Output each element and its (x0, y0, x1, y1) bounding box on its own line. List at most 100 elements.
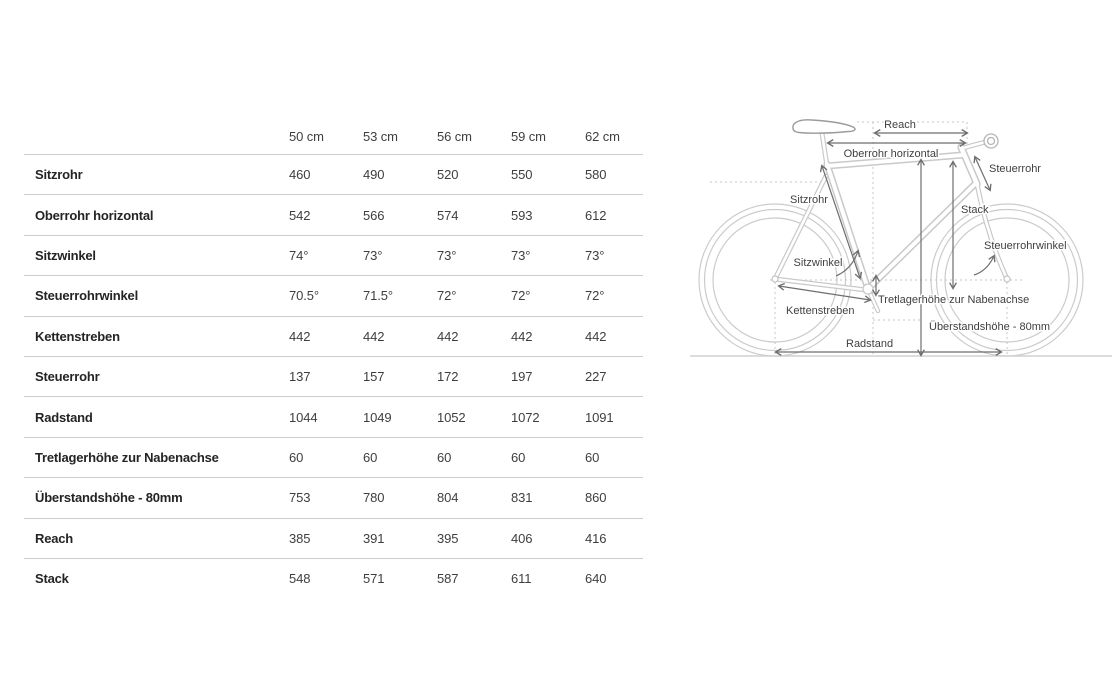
col-header: 53 cm (363, 129, 398, 144)
geometry-table: 50 cm 53 cm 56 cm 59 cm 62 cm Sitzrohr 4… (24, 119, 643, 598)
col-header: 59 cm (511, 129, 546, 144)
cell-value: 442 (585, 328, 607, 344)
cell-value: 442 (363, 328, 385, 344)
table-row: Kettenstreben 442 442 442 442 442 (24, 315, 643, 356)
steuerrohrwinkel-label: Steuerrohrwinkel (984, 240, 1067, 252)
cell-value: 157 (363, 369, 385, 385)
cell-value: 574 (437, 207, 459, 223)
table-row: Reach 385 391 395 406 416 (24, 517, 643, 558)
table-row: Überstandshöhe - 80mm 753 780 804 831 86… (24, 477, 643, 517)
row-label: Kettenstreben (35, 328, 120, 344)
cell-value: 860 (585, 490, 607, 506)
cell-value: 172 (437, 369, 459, 385)
table-row: Oberrohr horizontal 542 566 574 593 612 (24, 194, 643, 234)
cell-value: 60 (363, 449, 378, 465)
cell-value: 753 (289, 490, 311, 506)
oberrohr-label: Oberrohr horizontal (844, 148, 939, 160)
table-row: Sitzwinkel 74° 73° 73° 73° 73° (24, 234, 643, 275)
cell-value: 72° (511, 288, 531, 304)
steuerrohr-label: Steuerrohr (989, 163, 1041, 175)
cell-value: 60 (585, 449, 600, 465)
row-label: Sitzwinkel (35, 247, 96, 263)
cell-value: 571 (363, 571, 385, 587)
cell-value: 73° (585, 247, 605, 263)
cell-value: 1044 (289, 409, 318, 425)
cell-value: 587 (437, 571, 459, 587)
row-label: Steuerrohr (35, 369, 100, 385)
table-row: Sitzrohr 460 490 520 550 580 (24, 154, 643, 194)
col-header: 50 cm (289, 129, 324, 144)
cell-value: 416 (585, 530, 607, 546)
sitzrohr-label: Sitzrohr (790, 194, 828, 206)
row-label: Tretlagerhöhe zur Nabenachse (35, 449, 219, 465)
cell-value: 227 (585, 369, 607, 385)
saddle (792, 119, 856, 134)
cell-value: 611 (511, 571, 532, 587)
cell-value: 406 (511, 530, 533, 546)
cell-value: 197 (511, 369, 533, 385)
front-hub (1003, 275, 1011, 283)
cell-value: 442 (511, 328, 533, 344)
row-label: Überstandshöhe - 80mm (35, 490, 183, 506)
row-label: Stack (35, 571, 69, 587)
table-row: Stack 548 571 587 611 640 (24, 557, 643, 598)
cell-value: 395 (437, 530, 459, 546)
cell-value: 73° (363, 247, 383, 263)
cell-value: 490 (363, 167, 385, 183)
cell-value: 1049 (363, 409, 392, 425)
rear-hub (771, 275, 779, 283)
cell-value: 640 (585, 571, 607, 587)
handlebar (983, 133, 999, 149)
row-label: Steuerrohrwinkel (35, 288, 138, 304)
cell-value: 1072 (511, 409, 540, 425)
kettenstreben-label: Kettenstreben (786, 305, 855, 317)
cell-value: 804 (437, 490, 459, 506)
cell-value: 542 (289, 207, 311, 223)
measurement-arrows (774, 129, 1003, 357)
cell-value: 391 (363, 530, 385, 546)
table-row: Tretlagerhöhe zur Nabenachse 60 60 60 60… (24, 436, 643, 477)
col-header: 56 cm (437, 129, 472, 144)
bike-geometry-diagram: Reach Oberrohr horizontal Steuerrohr Sit… (680, 100, 1119, 380)
steuerrohr-arrow (973, 155, 992, 192)
cell-value: 548 (289, 571, 311, 587)
cell-value: 442 (437, 328, 459, 344)
cell-value: 60 (437, 449, 452, 465)
cell-value: 580 (585, 167, 607, 183)
col-header: 62 cm (585, 129, 620, 144)
cell-value: 1052 (437, 409, 466, 425)
cell-value: 442 (289, 328, 311, 344)
table-row: Radstand 1044 1049 1052 1072 1091 (24, 396, 643, 436)
cell-value: 71.5° (363, 288, 394, 304)
cell-value: 72° (585, 288, 605, 304)
cell-value: 70.5° (289, 288, 320, 304)
cell-value: 780 (363, 490, 385, 506)
row-label: Sitzrohr (35, 167, 83, 183)
cell-value: 60 (289, 449, 304, 465)
cell-value: 550 (511, 167, 533, 183)
cell-value: 520 (437, 167, 459, 183)
cell-value: 385 (289, 530, 311, 546)
cell-value: 74° (289, 247, 309, 263)
sitzwinkel-label: Sitzwinkel (794, 257, 843, 269)
sitzwinkel-arc (835, 249, 861, 277)
sitzrohr-arrow (819, 164, 863, 280)
table-header-row: 50 cm 53 cm 56 cm 59 cm 62 cm (24, 119, 643, 154)
cell-value: 612 (585, 207, 607, 223)
cell-value: 137 (289, 369, 311, 385)
stack-label: Stack (961, 204, 989, 216)
radstand-label: Radstand (846, 338, 893, 350)
cell-value: 831 (511, 490, 533, 506)
cell-value: 593 (511, 207, 533, 223)
cell-value: 566 (363, 207, 385, 223)
steuerrohrwinkel-arc (973, 254, 996, 276)
kettenstreben-arrow (777, 282, 872, 304)
tretlagerhoehe-label: Tretlagerhöhe zur Nabenachse (878, 294, 1029, 306)
reach-label: Reach (884, 119, 916, 131)
cell-value: 73° (511, 247, 531, 263)
bottom-bracket (862, 283, 874, 295)
cell-value: 72° (437, 288, 457, 304)
row-label: Radstand (35, 409, 93, 425)
cell-value: 460 (289, 167, 311, 183)
